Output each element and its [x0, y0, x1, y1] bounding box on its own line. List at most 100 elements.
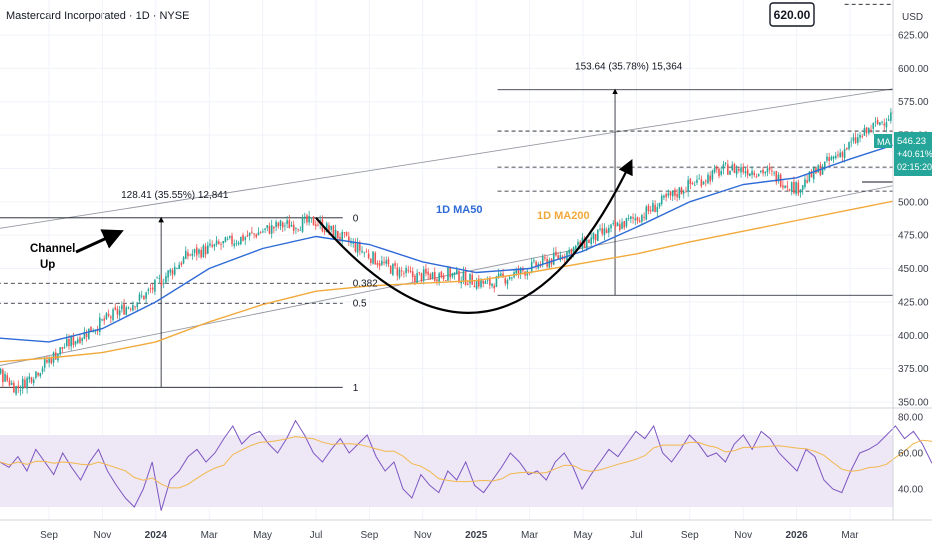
candle-body	[663, 195, 665, 198]
candle-body	[857, 137, 859, 143]
x-tick-label: Nov	[414, 530, 432, 541]
x-tick-label: Mar	[521, 530, 539, 541]
rsi-tick-label: 80.00	[898, 413, 923, 424]
candle-body	[167, 270, 169, 278]
candle-body	[429, 274, 432, 280]
candle-body	[308, 216, 310, 223]
candle-body	[352, 242, 355, 244]
candle-body	[868, 127, 870, 134]
candle-body	[843, 149, 846, 159]
candle-body	[627, 217, 630, 219]
candle-body	[766, 168, 769, 173]
candle-body	[548, 260, 551, 268]
candle-body	[645, 206, 648, 220]
candle-body	[828, 157, 830, 161]
candle-body	[30, 377, 33, 383]
candle-body	[544, 257, 546, 259]
candle-body	[438, 273, 440, 283]
candle-body	[370, 258, 372, 263]
candle-body	[484, 281, 487, 284]
candle-body	[224, 237, 227, 243]
candle-body	[654, 204, 656, 213]
candle-body	[114, 307, 117, 310]
candle-body	[533, 260, 535, 262]
candle-body	[885, 122, 888, 128]
candle-body	[901, 112, 903, 115]
candle-body	[178, 264, 180, 270]
candle-body	[72, 335, 75, 345]
candle-body	[112, 309, 114, 321]
candle-body	[123, 304, 125, 315]
candle-body	[491, 283, 493, 286]
candle-body	[779, 174, 782, 187]
candle-body	[345, 232, 348, 236]
candle-body	[777, 174, 780, 182]
candle-body	[676, 194, 678, 198]
candle-body	[786, 185, 789, 188]
x-tick-label: Sep	[361, 530, 379, 541]
candle-body	[85, 333, 88, 337]
candle-body	[68, 339, 70, 347]
candle-body	[834, 155, 837, 159]
candle-body	[810, 171, 813, 178]
candle-body	[444, 280, 447, 281]
candle-body	[729, 170, 731, 175]
target-label: 620.00	[774, 8, 811, 22]
candle-body	[229, 236, 231, 238]
x-tick-label: Jul	[310, 530, 323, 541]
fib2-measure-label: 153.64 (35.78%) 15,364	[575, 62, 683, 73]
candle-body	[275, 221, 277, 228]
candle-body	[15, 386, 17, 395]
currency-label: USD	[902, 12, 923, 23]
candle-body	[83, 331, 86, 339]
candle-body	[242, 234, 244, 241]
candle-body	[738, 169, 740, 171]
candle-body	[837, 154, 839, 156]
candle-body	[195, 247, 198, 256]
candle-body	[480, 279, 482, 288]
candle-body	[129, 308, 132, 310]
candle-body	[559, 255, 562, 261]
candle-body	[636, 217, 639, 221]
candle-body	[273, 226, 275, 229]
candle-body	[264, 228, 266, 230]
candle-body	[411, 271, 414, 278]
candle-body	[515, 269, 518, 274]
candle-body	[209, 243, 211, 246]
candle-body	[292, 224, 295, 231]
y-tick-label: 575.00	[898, 97, 929, 108]
candle-body	[883, 123, 886, 126]
candle-body	[667, 193, 670, 196]
candle-body	[603, 228, 606, 236]
candle-body	[125, 307, 128, 315]
candle-body	[427, 271, 429, 275]
candle-body	[680, 187, 683, 195]
price-badge-ticker: MA	[877, 137, 891, 147]
candle-body	[755, 176, 758, 178]
candle-body	[268, 226, 271, 234]
candle-body	[306, 215, 308, 223]
fib1-level-label: 0.5	[353, 299, 367, 310]
candle-body	[48, 358, 50, 363]
candle-body	[502, 273, 504, 277]
candle-body	[671, 190, 674, 197]
candle-body	[138, 294, 141, 301]
candle-body	[246, 235, 249, 237]
candle-body	[43, 358, 46, 368]
candle-body	[4, 373, 6, 382]
price-badge-box	[894, 132, 932, 176]
candle-body	[134, 306, 136, 308]
candle-body	[332, 225, 335, 238]
candle-body	[643, 216, 645, 218]
candle-body	[154, 279, 156, 292]
callout-label-line1: Channel	[30, 243, 75, 255]
candle-body	[826, 156, 828, 161]
candle-body	[79, 337, 81, 343]
candle-body	[132, 305, 134, 311]
candle-body	[418, 271, 421, 273]
candle-body	[601, 228, 604, 234]
y-tick-label: 400.00	[898, 331, 929, 342]
candle-body	[405, 267, 407, 274]
candle-body	[202, 245, 205, 258]
